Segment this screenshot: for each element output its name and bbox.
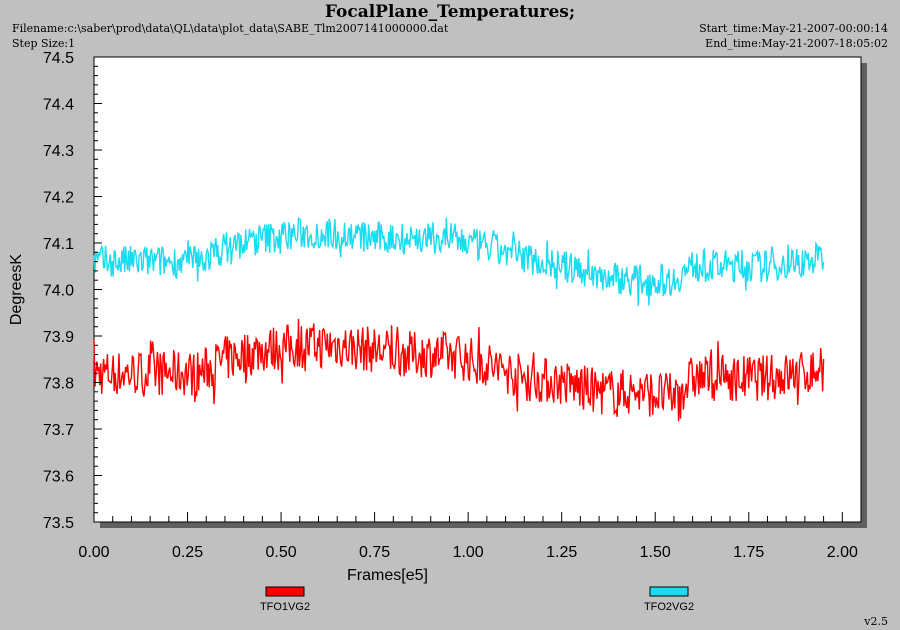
x-tick-label: 1.75	[733, 544, 764, 561]
y-tick-label: 74.2	[43, 190, 74, 207]
y-tick-label: 73.8	[43, 376, 74, 393]
chart-title: FocalPlane_Temperatures;	[324, 2, 576, 22]
y-tick-label: 73.7	[43, 422, 74, 439]
y-tick-label: 74.5	[43, 50, 74, 67]
x-tick-label: 0.75	[359, 544, 390, 561]
x-tick-label: 2.00	[827, 544, 858, 561]
y-tick-label: 73.6	[43, 469, 74, 486]
x-tick-label: 0.00	[78, 544, 109, 561]
version-label: v2.5	[864, 615, 888, 628]
series-line-tfo1vg2	[93, 318, 825, 422]
y-tick-label: 73.9	[43, 329, 74, 346]
y-tick-label: 73.5	[43, 515, 74, 532]
y-tick-label: 74.1	[43, 236, 74, 253]
series-line-tfo2vg2	[93, 216, 825, 306]
start-time-label: Start_time:May-21-2007-00:00:14	[699, 22, 888, 35]
x-axis-label: Frames[e5]	[347, 567, 428, 584]
legend-label-tfo1vg2: TFO1VG2	[260, 601, 310, 613]
x-tick-label: 1.25	[546, 544, 577, 561]
x-tick-label: 0.50	[266, 544, 297, 561]
y-tick-label: 74.0	[43, 283, 74, 300]
plot-area	[93, 56, 862, 523]
step-size-label: Step Size:1	[12, 37, 76, 50]
filename-label: Filename:c:\saber\prod\data\QL\data\plot…	[12, 22, 449, 35]
legend-label-tfo2vg2: TFO2VG2	[644, 601, 694, 613]
legend-swatch-tfo2vg2	[649, 586, 689, 597]
y-tick-label: 74.3	[43, 143, 74, 160]
y-tick-label: 74.4	[43, 97, 74, 114]
x-tick-label: 0.25	[172, 544, 203, 561]
x-tick-label: 1.50	[640, 544, 671, 561]
end-time-label: End_time:May-21-2007-18:05:02	[705, 37, 888, 50]
y-axis-label: DegreesK	[8, 254, 25, 325]
legend-swatch-tfo1vg2	[265, 586, 305, 597]
x-tick-label: 1.00	[453, 544, 484, 561]
